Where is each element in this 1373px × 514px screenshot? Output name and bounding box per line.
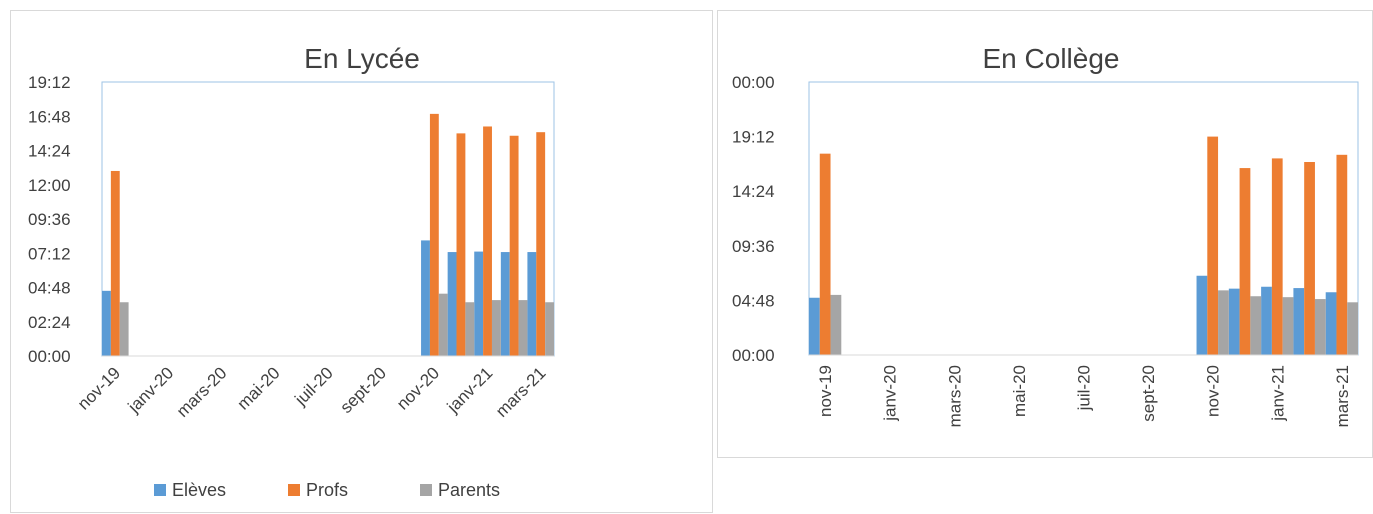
x-tick-label: nov-20 — [1204, 365, 1223, 417]
y-tick-label: 04:48 — [732, 291, 775, 310]
x-tick-label: juil-20 — [1075, 365, 1094, 411]
bar-eleves-nov-20 — [421, 240, 430, 356]
bar-eleves-mars-21 — [1325, 292, 1337, 355]
legend-label-eleves: Elèves — [172, 480, 226, 500]
y-tick-label: 00:00 — [28, 347, 71, 366]
x-tick-label: sept-20 — [1139, 365, 1158, 422]
bar-profs-nov-20 — [1207, 136, 1219, 355]
y-tick-label: 16:48 — [28, 107, 71, 126]
bar-parents-fevr-21 — [518, 300, 528, 356]
chart-lycee: En Lycée 00:00 02:24 04:48 07:12 09:36 12:00 14… — [28, 43, 555, 500]
bar-eleves-nov-20 — [1196, 275, 1208, 355]
bar-eleves-janv-21 — [1261, 286, 1272, 355]
bar-profs-nov-19 — [110, 170, 120, 356]
legend-swatch-profs — [288, 484, 300, 496]
bar-profs-fevr-21 — [509, 135, 519, 356]
chart-title: En Collège — [983, 43, 1120, 74]
x-tick-label: mars-21 — [1333, 365, 1352, 427]
x-tick-label: nov-19 — [74, 363, 124, 413]
x-tick-label: janv-21 — [443, 363, 497, 417]
bar-profs-nov-19 — [819, 153, 831, 355]
y-tick-label: 09:36 — [28, 210, 71, 229]
bar-parents-janv-21 — [1282, 297, 1294, 355]
bar-parents-nov-19 — [830, 294, 842, 355]
x-tick-label: nov-19 — [816, 365, 835, 417]
legend-label-profs: Profs — [306, 480, 348, 500]
x-tick-label: nov-20 — [393, 363, 443, 413]
bar-eleves-fevr-21 — [1293, 288, 1305, 355]
y-tick-label: 19:12 — [732, 128, 775, 147]
x-tick-label: juil-20 — [291, 363, 337, 409]
x-tick-label: janv-20 — [124, 363, 178, 417]
x-tick-label: janv-20 — [881, 365, 900, 422]
y-tick-label: 14:24 — [28, 142, 71, 161]
bar-eleves-nov-19 — [102, 290, 111, 356]
bar-eleves-dec-20 — [1228, 288, 1240, 355]
chart-panel-college: En Collège 00:00 04:48 09:36 14:24 19:12 00:00… — [717, 10, 1373, 458]
bar-profs-mars-21 — [1336, 154, 1348, 355]
legend-swatch-eleves — [154, 484, 166, 496]
y-tick-label: 00:00 — [732, 346, 775, 365]
bar-parents-janv-21 — [491, 300, 501, 356]
bar-profs-dec-20 — [456, 133, 466, 356]
legend-swatch-parents — [420, 484, 432, 496]
x-tick-label: sept-20 — [336, 363, 390, 417]
y-tick-label: 02:24 — [28, 313, 71, 332]
bar-eleves-nov-19 — [809, 297, 820, 355]
bar-profs-janv-21 — [1271, 158, 1283, 355]
x-tick-label: mars-20 — [945, 365, 964, 427]
bar-parents-mars-21 — [545, 302, 554, 356]
bar-parents-dec-20 — [465, 302, 475, 356]
bar-eleves-janv-21 — [474, 251, 484, 356]
y-tick-label: 19:12 — [28, 73, 71, 92]
y-tick-label: 04:48 — [28, 279, 71, 298]
chart-title: En Lycée — [304, 43, 420, 74]
x-tick-label: mars-20 — [173, 363, 231, 421]
legend-label-parents: Parents — [438, 480, 500, 500]
y-tick-label: 09:36 — [732, 237, 775, 256]
bar-parents-mars-21 — [1347, 302, 1358, 355]
y-tick-label: 12:00 — [28, 176, 71, 195]
y-tick-label: 00:00 — [732, 73, 775, 92]
bar-eleves-fevr-21 — [500, 252, 510, 356]
bar-parents-fevr-21 — [1314, 299, 1326, 355]
bar-profs-fevr-21 — [1304, 162, 1315, 355]
bar-profs-janv-21 — [483, 126, 492, 356]
y-tick-label: 07:12 — [28, 244, 71, 263]
bar-profs-dec-20 — [1239, 168, 1251, 355]
chart-college: En Collège 00:00 04:48 09:36 14:24 19:12 00:00… — [732, 43, 1359, 427]
bar-parents-dec-20 — [1250, 296, 1262, 355]
bar-parents-nov-19 — [119, 302, 129, 356]
x-tick-label: janv-21 — [1268, 365, 1287, 422]
x-tick-label: mars-21 — [492, 363, 550, 421]
bar-parents-nov-20 — [1218, 290, 1229, 355]
x-tick-label: mai-20 — [233, 363, 283, 413]
bar-eleves-mars-21 — [527, 252, 537, 356]
y-tick-label: 14:24 — [732, 182, 775, 201]
bar-parents-nov-20 — [438, 293, 448, 356]
chart-panel-lycee: En Lycée 00:00 02:24 04:48 07:12 09:36 12:00 14… — [10, 10, 713, 513]
bar-profs-nov-20 — [429, 113, 439, 357]
x-tick-label: mai-20 — [1010, 365, 1029, 417]
bar-eleves-dec-20 — [447, 252, 457, 356]
bar-profs-mars-21 — [536, 132, 546, 356]
